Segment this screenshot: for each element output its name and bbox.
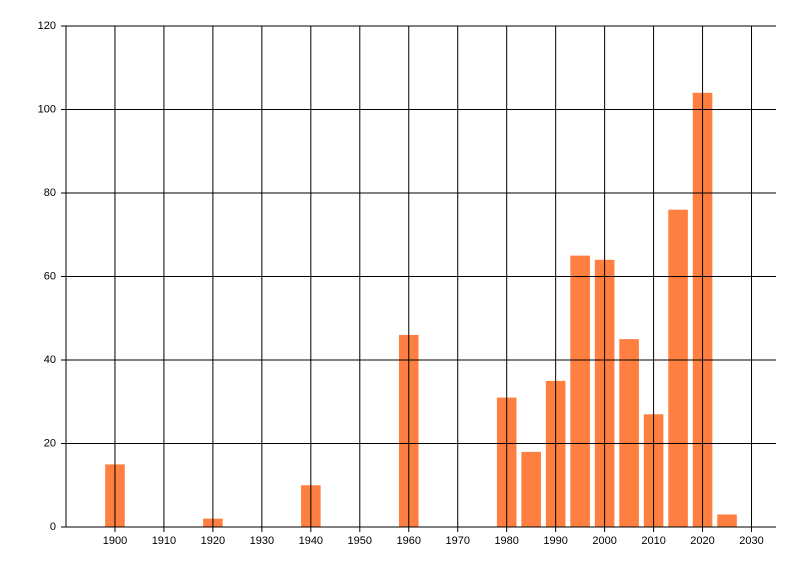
x-tick-label: 2010	[641, 535, 665, 547]
x-tick-label: 1940	[299, 535, 323, 547]
y-tick-label: 80	[44, 187, 56, 199]
x-tick-label: 1960	[397, 535, 421, 547]
x-tick-label: 1970	[445, 535, 469, 547]
y-tick-label: 60	[44, 270, 56, 282]
x-tick-label: 1950	[348, 535, 372, 547]
y-tick-label: 100	[38, 103, 56, 115]
bar	[570, 255, 590, 527]
y-tick-label: 20	[44, 437, 56, 449]
x-tick-label: 2000	[592, 535, 616, 547]
y-tick-label: 120	[38, 20, 56, 32]
x-tick-label: 1900	[103, 535, 127, 547]
x-tick-label: 2020	[690, 535, 714, 547]
bar	[521, 451, 541, 527]
x-tick-label: 1910	[152, 535, 176, 547]
bar	[668, 209, 688, 527]
bar	[717, 514, 737, 527]
x-tick-label: 1920	[201, 535, 225, 547]
bar	[619, 339, 639, 527]
x-tick-label: 1990	[543, 535, 567, 547]
y-tick-label: 0	[50, 521, 56, 533]
x-tick-label: 1980	[494, 535, 518, 547]
x-tick-label: 2030	[739, 535, 763, 547]
y-tick-label: 40	[44, 354, 56, 366]
x-tick-label: 1930	[250, 535, 274, 547]
